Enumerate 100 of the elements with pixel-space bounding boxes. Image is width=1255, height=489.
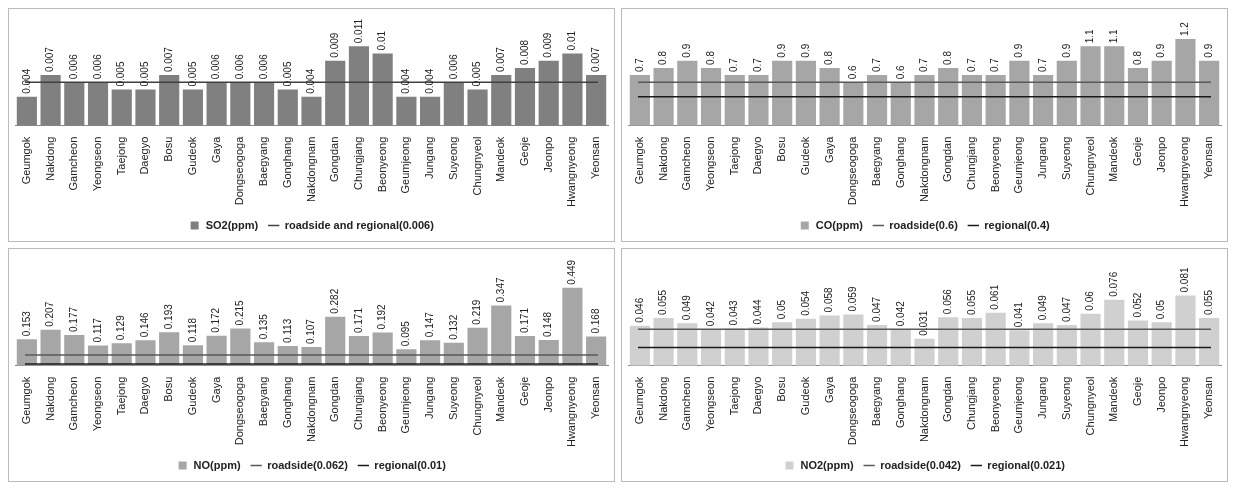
data-label: 0.193 (162, 303, 174, 330)
bar (1033, 75, 1054, 126)
legend-label: NO2(ppm) (800, 458, 854, 471)
data-label: 0.06 (1084, 290, 1096, 311)
x-tick-label: Geumgok (632, 136, 645, 185)
data-label: 0.042 (704, 300, 716, 327)
data-label: 0.7 (965, 57, 977, 73)
data-label: 0.006 (91, 53, 103, 80)
data-label: 0.171 (352, 307, 364, 334)
x-tick-label: Chungnyeol (470, 376, 483, 436)
x-tick-label: Mandeok (494, 136, 507, 182)
bar (795, 318, 816, 366)
x-tick-label: Geumjeong (399, 376, 412, 434)
data-label: 0.177 (68, 306, 80, 332)
x-tick-label: Gamcheon (680, 376, 693, 431)
x-tick-label: Gudeok (798, 376, 811, 416)
data-label: 0.056 (941, 288, 953, 315)
x-tick-label: Geumjeong (1012, 376, 1025, 434)
data-label: 0.6 (894, 65, 906, 80)
legend-label: roadside(0.042) (880, 458, 962, 471)
x-tick-label: Yeonsan (589, 376, 602, 420)
bar (396, 96, 417, 126)
x-tick-label: Gudeok (798, 136, 811, 176)
data-label: 0.8 (657, 50, 669, 65)
bar (748, 75, 769, 126)
bar (961, 75, 983, 126)
legend-label: roadside(0.062) (267, 458, 349, 471)
bar (1127, 67, 1149, 126)
x-tick-label: Chungjang (964, 136, 977, 190)
data-label: 0.6 (847, 65, 859, 80)
bar (1175, 295, 1196, 366)
bar (843, 82, 864, 126)
x-tick-label: Chungjang (964, 376, 977, 430)
data-label: 0.9 (1202, 43, 1214, 58)
data-label: 0.7 (728, 57, 740, 73)
x-tick-label: Dongseogoga (233, 135, 246, 206)
x-tick-label: Nakdongnam (917, 376, 930, 443)
x-tick-label: Mandeok (494, 376, 507, 422)
x-tick-label: Yeonsan (1202, 376, 1215, 420)
data-label: 0.146 (139, 311, 151, 338)
data-label: 0.046 (633, 297, 645, 323)
data-label: 0.009 (328, 32, 340, 58)
bar (40, 75, 61, 126)
bar (1009, 60, 1030, 126)
x-tick-label: Dongseogoga (846, 135, 859, 206)
x-tick-label: Jeonpo (541, 376, 554, 413)
bar (914, 75, 935, 126)
x-tick-label: Bosu (162, 136, 175, 162)
bar (253, 82, 275, 126)
x-tick-label: Dongseogoga (846, 375, 859, 446)
legend-label: CO(ppm) (815, 218, 864, 231)
x-tick-label: Baegyang (257, 136, 270, 187)
x-tick-label: Nakdongnam (304, 376, 317, 443)
x-tick-label: Chungnyeol (1083, 136, 1096, 196)
bar (1151, 60, 1172, 126)
x-tick-label: Nakdongnam (917, 136, 930, 203)
x-tick-label: Suyeong (1059, 136, 1072, 181)
data-label: 0.7 (870, 57, 882, 73)
bar (677, 60, 698, 126)
data-label: 0.081 (1179, 267, 1191, 293)
x-tick-label: Gaya (209, 135, 222, 163)
data-label: 0.007 (495, 46, 507, 73)
bar (795, 60, 816, 126)
bar (372, 53, 393, 126)
data-label: 0.05 (1155, 299, 1167, 320)
bar (348, 46, 370, 126)
x-tick-label: Nakdong (656, 376, 669, 421)
bar (985, 75, 1006, 126)
data-label: 0.8 (823, 50, 835, 65)
x-tick-label: Nakdongnam (304, 136, 317, 203)
bar (467, 89, 488, 126)
x-tick-label: Gonghang (280, 376, 293, 429)
bar (653, 318, 674, 366)
x-tick-label: Nakdong (43, 376, 56, 421)
data-label: 0.9 (799, 43, 811, 58)
bar (866, 75, 888, 126)
x-tick-label: Taejong (114, 376, 127, 416)
bar (700, 329, 722, 366)
data-label: 0.8 (941, 50, 953, 65)
bar (1080, 313, 1101, 366)
data-label: 0.171 (518, 307, 530, 334)
x-tick-label: Bosu (162, 376, 175, 402)
bar (1127, 320, 1149, 366)
data-label: 0.168 (589, 308, 601, 334)
x-tick-label: Gongdan (328, 376, 341, 422)
data-label: 0.01 (566, 30, 578, 51)
data-label: 0.107 (305, 318, 317, 345)
legend-label: SO2(ppm) (205, 218, 259, 231)
bar (1104, 46, 1125, 126)
data-label: 0.031 (918, 310, 930, 336)
bar (677, 323, 698, 366)
x-tick-label: Suyeong (1059, 376, 1072, 421)
data-label: 0.005 (139, 61, 151, 87)
bar (866, 324, 888, 366)
bar (443, 82, 464, 126)
data-label: 0.059 (847, 286, 859, 312)
data-label: 0.215 (234, 299, 246, 326)
data-label: 0.095 (400, 320, 412, 347)
x-tick-label: Geoje (518, 376, 531, 407)
x-tick-label: Jeonpo (1154, 376, 1167, 413)
